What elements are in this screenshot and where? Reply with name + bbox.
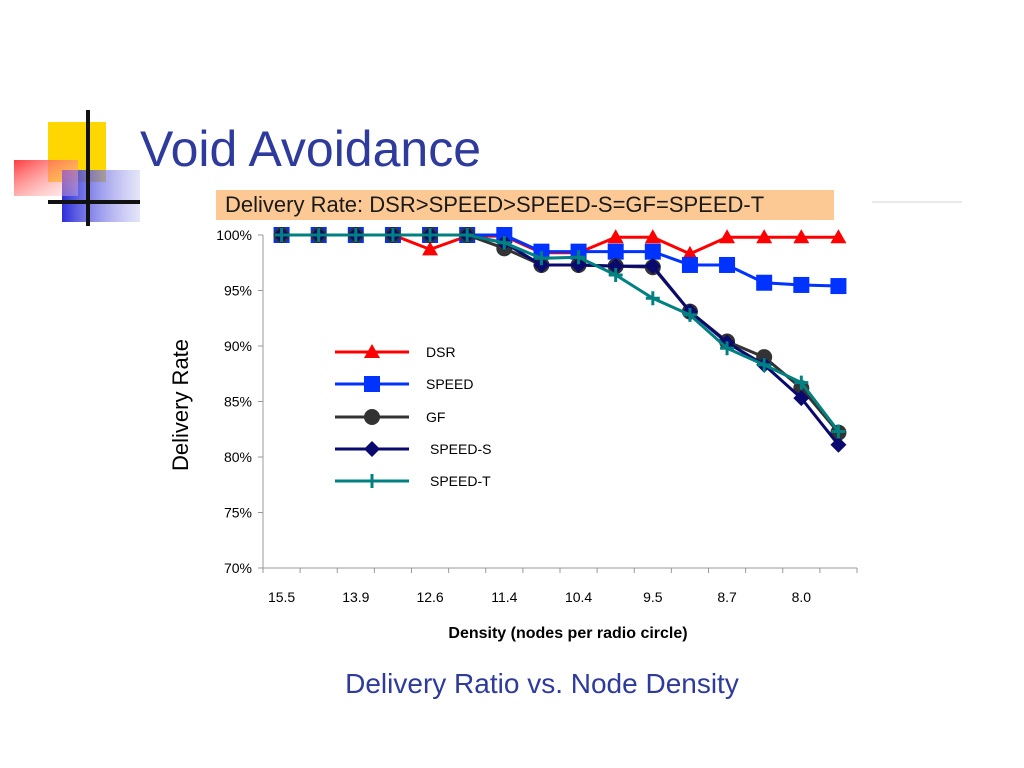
series-speed-s xyxy=(273,227,847,453)
point-speed xyxy=(681,256,698,273)
point-speed-t xyxy=(682,307,697,322)
point-speed-t xyxy=(571,250,586,265)
legend-marker-gf xyxy=(364,409,380,425)
point-speed xyxy=(719,256,736,273)
point-speed-t xyxy=(274,228,289,242)
point-dsr xyxy=(756,229,773,244)
point-speed-t xyxy=(348,228,363,242)
x-tick-label: 15.5 xyxy=(268,589,295,605)
point-speed-s xyxy=(570,256,587,273)
point-speed-t xyxy=(497,235,512,250)
legend-label-dsr: DSR xyxy=(426,344,456,360)
y-tick-label: 75% xyxy=(224,505,252,521)
point-speed-t xyxy=(385,228,400,242)
series-line-speed-t xyxy=(281,233,840,433)
slide-logo xyxy=(14,110,140,226)
legend-item-dsr: DSR xyxy=(335,344,456,360)
y-tick-label: 80% xyxy=(224,449,252,465)
chart-legend: DSR SPEED GF SPEED-S SPEED-T xyxy=(335,344,491,489)
legend-label-speed-s: SPEED-S xyxy=(430,441,491,457)
legend-marker-speed-s xyxy=(364,441,380,457)
point-dsr xyxy=(607,229,624,244)
x-tick-label: 8.7 xyxy=(717,589,737,605)
y-tick-label: 100% xyxy=(216,227,252,243)
chart-series xyxy=(273,227,847,453)
legend-label-gf: GF xyxy=(426,409,445,425)
point-speed-s xyxy=(607,258,624,275)
point-speed-s xyxy=(793,390,810,407)
point-dsr xyxy=(681,245,698,260)
y-tick-label: 90% xyxy=(224,338,252,354)
decorative-divider xyxy=(872,201,962,203)
point-speed xyxy=(830,278,847,295)
y-tick-label: 95% xyxy=(224,283,252,299)
series-line-speed xyxy=(281,233,839,288)
point-speed-t xyxy=(794,375,809,390)
legend-item-gf: GF xyxy=(335,409,445,425)
series-speed-t xyxy=(274,228,846,439)
x-tick-label: 12.6 xyxy=(416,589,443,605)
point-speed xyxy=(756,274,773,291)
point-speed-t xyxy=(608,267,623,282)
point-speed-s xyxy=(830,436,847,453)
legend-item-speed-s: SPEED-S xyxy=(335,441,491,457)
point-speed-t xyxy=(460,228,475,242)
point-speed-s xyxy=(644,258,661,275)
legend-marker-speed-t xyxy=(365,474,379,488)
legend-item-speed: SPEED xyxy=(335,376,473,392)
point-dsr xyxy=(422,241,439,256)
x-tick-label: 11.4 xyxy=(491,589,517,605)
point-dsr xyxy=(830,229,847,244)
legend-label-speed-t: SPEED-T xyxy=(430,473,491,489)
point-dsr xyxy=(719,229,736,244)
legend-item-speed-t: SPEED-T xyxy=(335,473,491,489)
legend-marker-speed xyxy=(364,376,380,392)
point-dsr xyxy=(644,229,661,244)
chart-axes: 100% 95% 90% 85% 80% 75% 70% 15.5 13.9 12.6 11.4 10… xyxy=(168,227,858,642)
point-speed-t xyxy=(757,357,772,372)
y-tick-label: 85% xyxy=(224,394,252,410)
x-axis-title: Density (nodes per radio circle) xyxy=(448,625,687,642)
x-tick-label: 9.5 xyxy=(643,589,663,605)
x-tick-label: 10.4 xyxy=(565,589,592,605)
y-tick-label: 70% xyxy=(224,560,252,576)
point-speed-t xyxy=(645,291,660,306)
logo-red-square xyxy=(14,160,78,196)
legend-label-speed: SPEED xyxy=(426,376,473,392)
point-speed xyxy=(793,276,810,293)
point-speed xyxy=(644,243,661,260)
point-speed-t xyxy=(831,424,846,439)
slide-title: Void Avoidance xyxy=(140,121,482,177)
chart-subtitle: Delivery Ratio vs. Node Density xyxy=(345,668,739,699)
point-speed-t xyxy=(534,251,549,266)
x-tick-label: 8.0 xyxy=(792,589,812,605)
point-speed-t xyxy=(720,341,735,356)
y-axis-title: Delivery Rate xyxy=(168,339,193,471)
delivery-rate-banner: Delivery Rate: DSR>SPEED>SPEED-S=GF=SPEE… xyxy=(216,190,834,220)
point-dsr xyxy=(793,229,810,244)
point-speed-t xyxy=(311,228,326,242)
x-tick-label: 13.9 xyxy=(342,589,369,605)
point-speed-t xyxy=(423,228,438,242)
legend-marker-dsr xyxy=(364,344,380,358)
point-speed xyxy=(607,243,624,260)
